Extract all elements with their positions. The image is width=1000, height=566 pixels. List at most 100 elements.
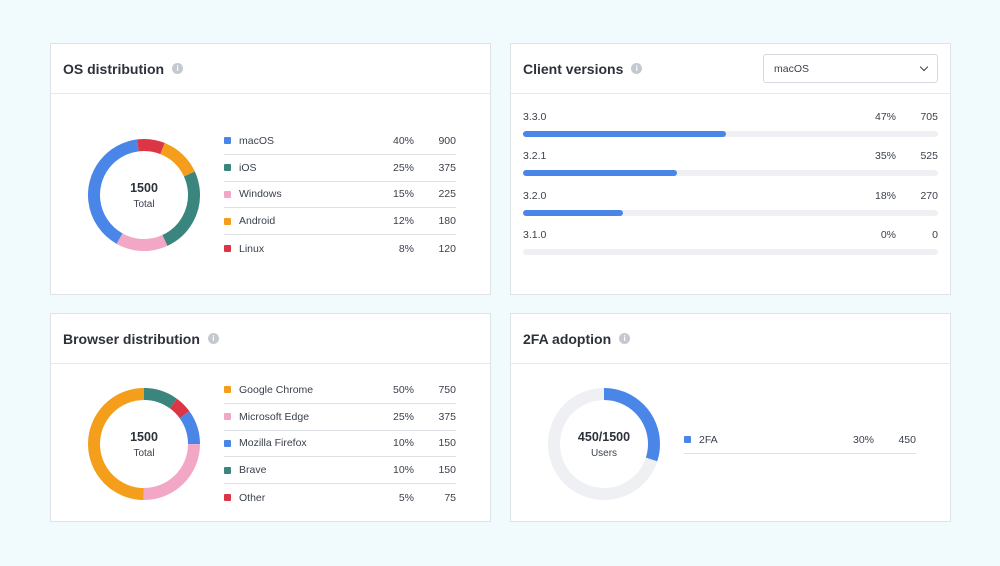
legend-swatch xyxy=(224,217,231,225)
client-versions-card: Client versions i macOS 3.3.0 47% 705 3.2.1… xyxy=(510,43,951,295)
browser-donut-chart: 1500 Total xyxy=(87,387,201,501)
legend-swatch xyxy=(224,439,231,447)
os-legend-row-ios: iOS 25% 375 xyxy=(224,155,456,182)
legend-percent: 8% xyxy=(398,242,414,255)
legend-count: 75 xyxy=(444,491,456,504)
os-donut-center: 1500 Total xyxy=(87,138,201,252)
legend-swatch xyxy=(684,436,691,444)
version-head: 3.2.0 18% 270 xyxy=(523,190,938,202)
version-row-3-2-1: 3.2.1 35% 525 xyxy=(523,150,938,189)
platform-select[interactable]: macOS xyxy=(763,54,938,83)
platform-select-value: macOS xyxy=(774,62,810,75)
legend-count: 180 xyxy=(438,215,456,228)
legend-count: 375 xyxy=(438,161,456,174)
os-legend-row-android: Android 12% 180 xyxy=(224,208,456,236)
twofa-donut-svg xyxy=(548,388,660,500)
browser-legend-row-mozilla-firefox: Mozilla Firefox 10% 150 xyxy=(224,431,456,458)
legend-label: Windows xyxy=(239,188,282,201)
twofa-adoption-title: 2FA adoption xyxy=(523,330,612,347)
os-legend-row-macos: macOS 40% 900 xyxy=(224,128,456,155)
legend-label: iOS xyxy=(239,161,257,174)
version-percent: 35% xyxy=(874,150,896,163)
version-percent: 18% xyxy=(874,189,896,202)
twofa-adoption-header: 2FA adoption i xyxy=(511,314,950,364)
twofa-total-label: Users xyxy=(590,447,618,459)
info-icon[interactable]: i xyxy=(172,63,184,74)
version-count: 270 xyxy=(920,189,938,202)
version-count: 705 xyxy=(920,111,938,123)
os-distribution-header: OS distribution i xyxy=(51,44,490,94)
twofa-slice-remaining xyxy=(548,388,660,500)
browser-total-value: 1500 xyxy=(130,429,158,444)
version-bar-track xyxy=(523,209,938,216)
client-versions-header: Client versions i macOS xyxy=(511,44,950,94)
info-icon[interactable]: i xyxy=(619,333,631,344)
legend-percent: 10% xyxy=(392,437,414,450)
browser-legend: Google Chrome 50% 750 Microsoft Edge 25% 375 M… xyxy=(224,377,456,511)
browser-distribution-card: Browser distribution i 1500 Total Google… xyxy=(50,313,491,522)
legend-swatch xyxy=(224,413,231,421)
os-total-label: Total xyxy=(133,198,155,210)
version-count: 525 xyxy=(920,150,938,163)
os-legend-row-linux: Linux 8% 120 xyxy=(224,235,456,262)
legend-count: 150 xyxy=(438,464,456,477)
legend-count: 375 xyxy=(438,410,456,423)
legend-label: Google Chrome xyxy=(239,383,314,396)
twofa-donut-center: 450/1500 Users xyxy=(547,387,661,501)
legend-percent: 25% xyxy=(392,161,414,174)
client-versions-title: Client versions xyxy=(523,60,624,77)
version-percent: 0% xyxy=(880,229,896,242)
browser-slice-microsoft-edge xyxy=(88,388,200,500)
legend-swatch xyxy=(224,245,231,253)
version-list: 3.3.0 47% 705 3.2.1 35% 525 3.2.0 18% 270 3.1.0 0%… xyxy=(523,111,938,269)
twofa-legend-row-2fa: 2FA 30% 450 xyxy=(684,427,916,454)
legend-count: 450 xyxy=(898,433,916,446)
version-label: 3.2.0 xyxy=(523,189,547,202)
legend-count: 750 xyxy=(438,383,456,396)
twofa-legend: 2FA 30% 450 xyxy=(684,427,916,454)
legend-swatch xyxy=(224,137,231,145)
chevron-down-icon xyxy=(919,62,929,72)
version-head: 3.3.0 47% 705 xyxy=(523,111,938,123)
version-bar-fill xyxy=(523,170,677,177)
legend-count: 120 xyxy=(438,242,456,255)
legend-percent: 30% xyxy=(852,433,874,446)
legend-label: Linux xyxy=(239,242,265,255)
twofa-adoption-card: 2FA adoption i 450/1500 Users 2FA 30% 450 xyxy=(510,313,951,522)
legend-swatch xyxy=(224,190,231,198)
browser-donut-svg xyxy=(88,388,200,500)
version-label: 3.3.0 xyxy=(523,111,547,123)
browser-distribution-title: Browser distribution xyxy=(63,330,200,347)
legend-swatch xyxy=(224,386,231,394)
os-donut-svg xyxy=(88,138,200,251)
version-head: 3.2.1 35% 525 xyxy=(523,150,938,162)
browser-legend-row-google-chrome: Google Chrome 50% 750 xyxy=(224,377,456,404)
browser-slice-google-chrome xyxy=(88,388,200,500)
os-legend-row-windows: Windows 15% 225 xyxy=(224,182,456,209)
version-bar-track xyxy=(523,249,938,256)
os-distribution-card: OS distribution i 1500 Total macOS 40% 900… xyxy=(50,43,491,295)
version-percent: 47% xyxy=(874,111,896,123)
browser-legend-row-other: Other 5% 75 xyxy=(224,484,456,511)
os-distribution-title: OS distribution xyxy=(63,60,165,77)
version-bar-track xyxy=(523,170,938,177)
version-label: 3.2.1 xyxy=(523,150,547,163)
legend-swatch xyxy=(224,466,231,474)
legend-count: 225 xyxy=(438,188,456,201)
version-row-3-1-0: 3.1.0 0% 0 xyxy=(523,229,938,268)
legend-percent: 40% xyxy=(392,134,414,147)
legend-label: Android xyxy=(239,215,276,228)
twofa-donut-chart: 450/1500 Users xyxy=(547,387,661,501)
legend-swatch xyxy=(224,164,231,172)
info-icon[interactable]: i xyxy=(631,63,643,74)
legend-percent: 10% xyxy=(392,464,414,477)
legend-count: 150 xyxy=(438,437,456,450)
version-label: 3.1.0 xyxy=(523,229,547,242)
legend-percent: 50% xyxy=(392,383,414,396)
legend-label: Mozilla Firefox xyxy=(239,437,307,450)
legend-count: 900 xyxy=(438,134,456,147)
os-donut-chart: 1500 Total xyxy=(87,138,201,252)
info-icon[interactable]: i xyxy=(207,333,219,344)
version-row-3-2-0: 3.2.0 18% 270 xyxy=(523,190,938,229)
version-row-3-3-0: 3.3.0 47% 705 xyxy=(523,111,938,150)
